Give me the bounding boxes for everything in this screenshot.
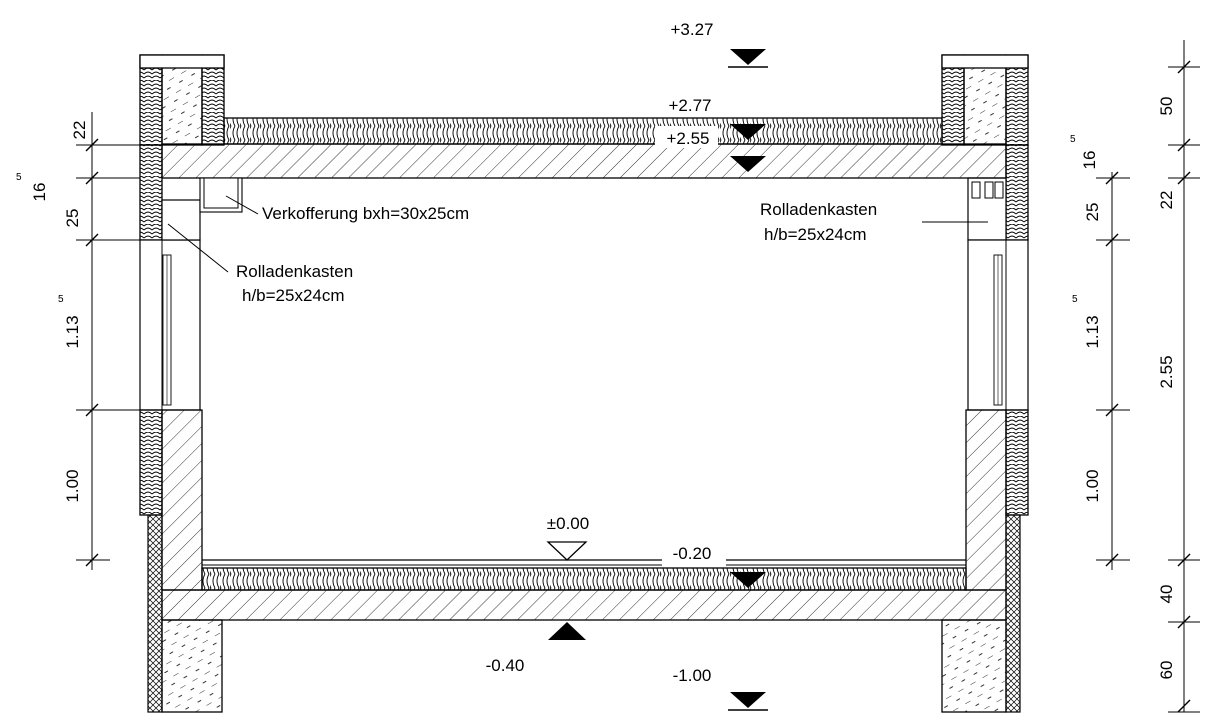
level-roof-lower-label: +2.55 [666, 129, 709, 148]
dim-far-50: 50 [1157, 97, 1176, 116]
dim-far-40: 40 [1157, 585, 1176, 604]
dim-far-60: 60 [1157, 661, 1176, 680]
right-upper-insulation [1005, 144, 1029, 241]
verkofferung [199, 177, 243, 213]
floor-slab [161, 589, 1007, 621]
level-slab-bottom-marker [548, 622, 586, 640]
rolladen-right-label-2: h/b=25x24cm [764, 225, 867, 244]
dim-mid-16: 16 [1080, 151, 1099, 170]
rolladen-left-label-1: Rolladenkasten [236, 262, 353, 281]
level-slab-bottom-label: -0.40 [486, 656, 525, 675]
level-markers: +3.27 +2.77 +2.55 ±0.00 -0.20 -0.40 -1.0… [486, 14, 768, 711]
left-dimension-chain: 22 16 5 25 1.13 5 1.00 [16, 112, 140, 570]
verkofferung-label: Verkofferung bxh=30x25cm [262, 204, 469, 223]
right-rolladen-box [967, 177, 1007, 241]
dim-left-113: 1.13 [63, 315, 82, 348]
level-slab-top-label: -0.20 [673, 544, 712, 563]
left-window [139, 239, 201, 411]
dim-left-16-sup: 5 [16, 172, 22, 183]
dim-mid-113: 1.13 [1083, 315, 1102, 348]
annotations: Verkofferung bxh=30x25cm Rolladenkasten … [167, 195, 988, 305]
level-slab-top-marker [730, 572, 766, 588]
level-floor-marker [546, 541, 588, 561]
level-roof-lower-marker [730, 156, 766, 172]
level-floor-label: ±0.00 [547, 514, 589, 533]
left-lower-wall [161, 409, 203, 591]
level-foundation-marker [730, 692, 766, 708]
left-perimeter-insulation [147, 514, 163, 713]
roof [161, 117, 1007, 213]
mid-right-dimension-chain: 16 5 25 1.13 5 1.00 [1070, 134, 1130, 570]
dim-mid-113-sup: 5 [1072, 294, 1078, 305]
right-lower-wall [965, 409, 1007, 591]
right-lower-insulation [1005, 409, 1029, 516]
dim-far-22: 22 [1157, 191, 1176, 210]
far-right-dimension-chain: 50 22 2.55 40 60 [1157, 40, 1200, 713]
left-upper-insulation [139, 144, 163, 241]
level-roof-upper-marker [730, 124, 766, 140]
right-perimeter-insulation [1005, 514, 1021, 713]
left-rolladen-box [161, 199, 201, 241]
level-foundation-label: -1.00 [673, 666, 712, 685]
left-foundation [161, 619, 223, 713]
level-roof-upper-label: +2.77 [668, 96, 711, 115]
left-lower-insulation [139, 409, 163, 516]
rolladen-left-label-2: h/b=25x24cm [242, 286, 345, 305]
rolladen-right-label-1: Rolladenkasten [760, 200, 877, 219]
floor-insulation [201, 567, 967, 591]
level-top-marker [730, 49, 766, 65]
roof-slab [161, 143, 1007, 179]
dim-far-255: 2.55 [1157, 355, 1176, 388]
right-wall [941, 54, 1029, 713]
dim-mid-25: 25 [1083, 203, 1102, 222]
dim-left-100: 1.00 [63, 469, 82, 502]
roof-insulation [223, 117, 943, 145]
level-top-label: +3.27 [670, 20, 713, 39]
floor [161, 559, 1007, 621]
dim-mid-100: 1.00 [1083, 469, 1102, 502]
left-parapet-masonry [161, 54, 203, 146]
dim-left-16: 16 [30, 183, 49, 202]
right-foundation [941, 619, 1007, 713]
dim-left-22: 22 [70, 121, 89, 140]
left-wall [139, 54, 225, 713]
dim-left-113-sup: 5 [58, 294, 64, 305]
dim-mid-16-sup: 5 [1070, 134, 1076, 145]
dim-left-25: 25 [63, 209, 82, 228]
